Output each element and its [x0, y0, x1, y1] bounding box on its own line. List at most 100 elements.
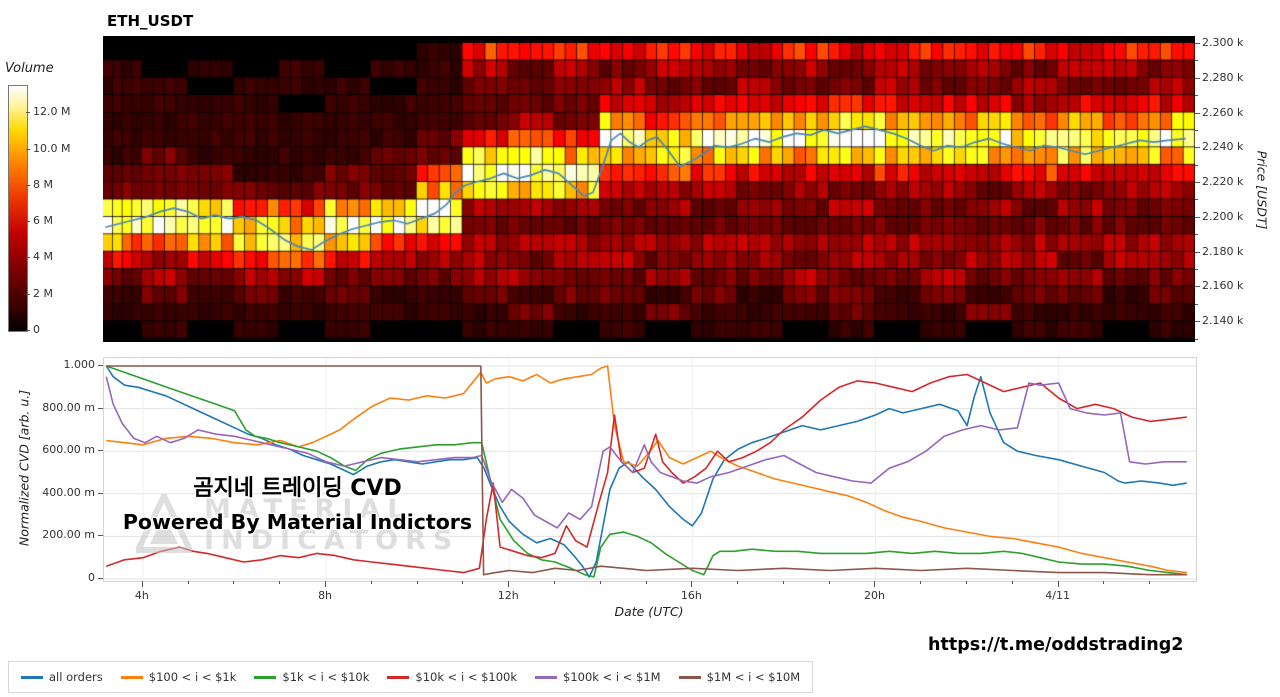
price-axis-minor-tick: [1195, 234, 1198, 236]
colorbar-tick: [26, 257, 30, 259]
cvd-plot[interactable]: [103, 357, 1197, 582]
cvd-x-tick-label: 16h: [680, 589, 702, 602]
colorbar-tick-label: 6 M: [33, 214, 53, 228]
cvd-y-axis-title: Normalized CVD [arb. u.]: [16, 389, 32, 547]
colorbar-tick-label: 4 M: [33, 250, 53, 264]
colorbar-tick-label: 12.0 M: [33, 105, 71, 119]
watermark-logo-text: MATERIAL INDICATORS: [204, 494, 459, 556]
price-tick-label: 2.140 k: [1202, 314, 1244, 328]
legend-label: $1M < i < $10M: [706, 670, 801, 684]
mountain-triangle-icon: [136, 494, 192, 553]
cvd-x-minor-tick: [599, 581, 601, 584]
watermark-logo-line1: MATERIAL: [204, 494, 412, 525]
cvd-x-minor-tick: [416, 581, 418, 584]
legend-item[interactable]: all orders: [21, 670, 103, 684]
cvd-x-minor-tick: [645, 581, 647, 584]
cvd-x-tick: [141, 581, 143, 587]
legend-swatch-icon: [120, 675, 143, 679]
colorbar-tick-label: 8 M: [33, 177, 53, 191]
cvd-x-minor-tick: [874, 581, 876, 584]
legend-label: $100k < i < $1M: [563, 670, 661, 684]
legend: all orders $100 < i < $1k $1k < i < $10k $1…: [8, 661, 814, 693]
cvd-x-minor-tick: [737, 581, 739, 584]
cvd-x-minor-tick: [553, 581, 555, 584]
legend-swatch-icon: [254, 675, 277, 679]
price-tick-label: 2.300 k: [1202, 35, 1244, 49]
watermark-powered-by: Powered By Material Indictors: [122, 510, 473, 534]
cvd-x-tick: [1057, 581, 1059, 587]
volume-heatmap-plot[interactable]: [103, 36, 1195, 342]
legend-item[interactable]: $1M < i < $10M: [678, 670, 801, 684]
colorbar-tick: [26, 148, 30, 150]
price-axis-minor-tick: [1195, 286, 1198, 288]
volume-colorbar: [8, 85, 28, 332]
price-tick-label: 2.220 k: [1202, 175, 1244, 189]
heatmap-canvas[interactable]: [103, 36, 1195, 342]
cvd-x-minor-tick: [233, 581, 235, 584]
legend-label: $100 < i < $1k: [148, 670, 237, 684]
cvd-y-tick-label: 200.00 m: [42, 528, 95, 542]
legend-item[interactable]: $10k < i < $100k: [387, 670, 517, 684]
cvd-x-minor-tick: [279, 581, 281, 584]
price-axis-minor-tick: [1195, 112, 1198, 114]
cvd-x-minor-tick: [966, 581, 968, 584]
price-axis-minor-tick: [1195, 338, 1198, 340]
legend-swatch-icon: [387, 675, 410, 679]
colorbar-tick: [26, 112, 30, 114]
legend-swatch-icon: [678, 675, 701, 679]
cvd-x-tick: [508, 581, 510, 587]
price-axis-minor-tick: [1195, 60, 1198, 62]
cvd-x-tick: [325, 581, 327, 587]
price-axis-minor-tick: [1195, 164, 1198, 166]
legend-swatch-icon: [21, 675, 43, 679]
price-tick-label: 2.180 k: [1202, 244, 1244, 258]
legend-label: $10k < i < $100k: [415, 670, 518, 684]
price-axis-minor-tick: [1195, 251, 1198, 253]
cvd-y-tick: [98, 492, 103, 494]
price-axis-minor-tick: [1195, 42, 1198, 44]
cvd-series--1m-i-10m: [106, 365, 1187, 576]
cvd-x-axis-title: Date (UTC): [614, 604, 684, 619]
cvd-x-tick: [874, 581, 876, 587]
cvd-series--100-i-1k: [106, 365, 1187, 574]
legend-item[interactable]: $100k < i < $1M: [535, 670, 661, 684]
cvd-y-tick: [98, 535, 103, 537]
cvd-x-minor-tick: [462, 581, 464, 584]
price-axis-minor-tick: [1195, 129, 1198, 131]
telegram-link[interactable]: https://t.me/oddstrading2: [928, 635, 1184, 655]
price-tick-label: 2.160 k: [1202, 279, 1244, 293]
material-indicators-logo-watermark: MATERIAL INDICATORS: [136, 494, 459, 556]
legend-item[interactable]: $100 < i < $1k: [120, 670, 237, 684]
chart-title: ETH_USDT: [107, 12, 194, 30]
cvd-x-minor-tick: [141, 581, 143, 584]
cvd-x-minor-tick: [691, 581, 693, 584]
colorbar-tick-label: 0: [33, 323, 40, 336]
price-tick-label: 2.260 k: [1202, 105, 1244, 119]
colorbar-tick: [26, 330, 30, 331]
cvd-x-tick-label: 20h: [864, 589, 885, 602]
cvd-x-minor-tick: [370, 581, 372, 584]
legend-swatch-icon: [535, 675, 558, 679]
price-axis-minor-tick: [1195, 182, 1198, 184]
cvd-x-tick-label: 4h: [134, 589, 149, 602]
cvd-y-tick-label: 1.000: [63, 358, 96, 371]
cvd-y-tick: [98, 450, 103, 452]
cvd-series--1k-i-10k: [106, 365, 1187, 578]
price-tick-label: 2.200 k: [1202, 209, 1244, 223]
watermark-logo-line2: INDICATORS: [204, 525, 460, 556]
price-axis-minor-tick: [1195, 77, 1198, 79]
cvd-x-tick: [691, 581, 693, 587]
price-axis-minor-tick: [1195, 95, 1198, 97]
cvd-x-minor-tick: [782, 581, 784, 584]
cvd-series--100k-i-1m: [105, 376, 1187, 529]
colorbar-label: Volume: [5, 61, 54, 76]
cvd-y-tick-label: 800.00 m: [42, 400, 95, 414]
watermark-korean-title: 곰지네 트레이딩 CVD: [193, 476, 402, 501]
legend-item[interactable]: $1k < i < $10k: [254, 670, 369, 684]
price-axis-minor-tick: [1195, 216, 1198, 218]
colorbar-tick: [26, 221, 30, 223]
colorbar-tick-label: 2 M: [33, 286, 53, 300]
price-tick-label: 2.240 k: [1202, 140, 1244, 154]
watermark-text: 곰지네 트레이딩 CVD Powered By Material Indicto…: [110, 470, 485, 534]
